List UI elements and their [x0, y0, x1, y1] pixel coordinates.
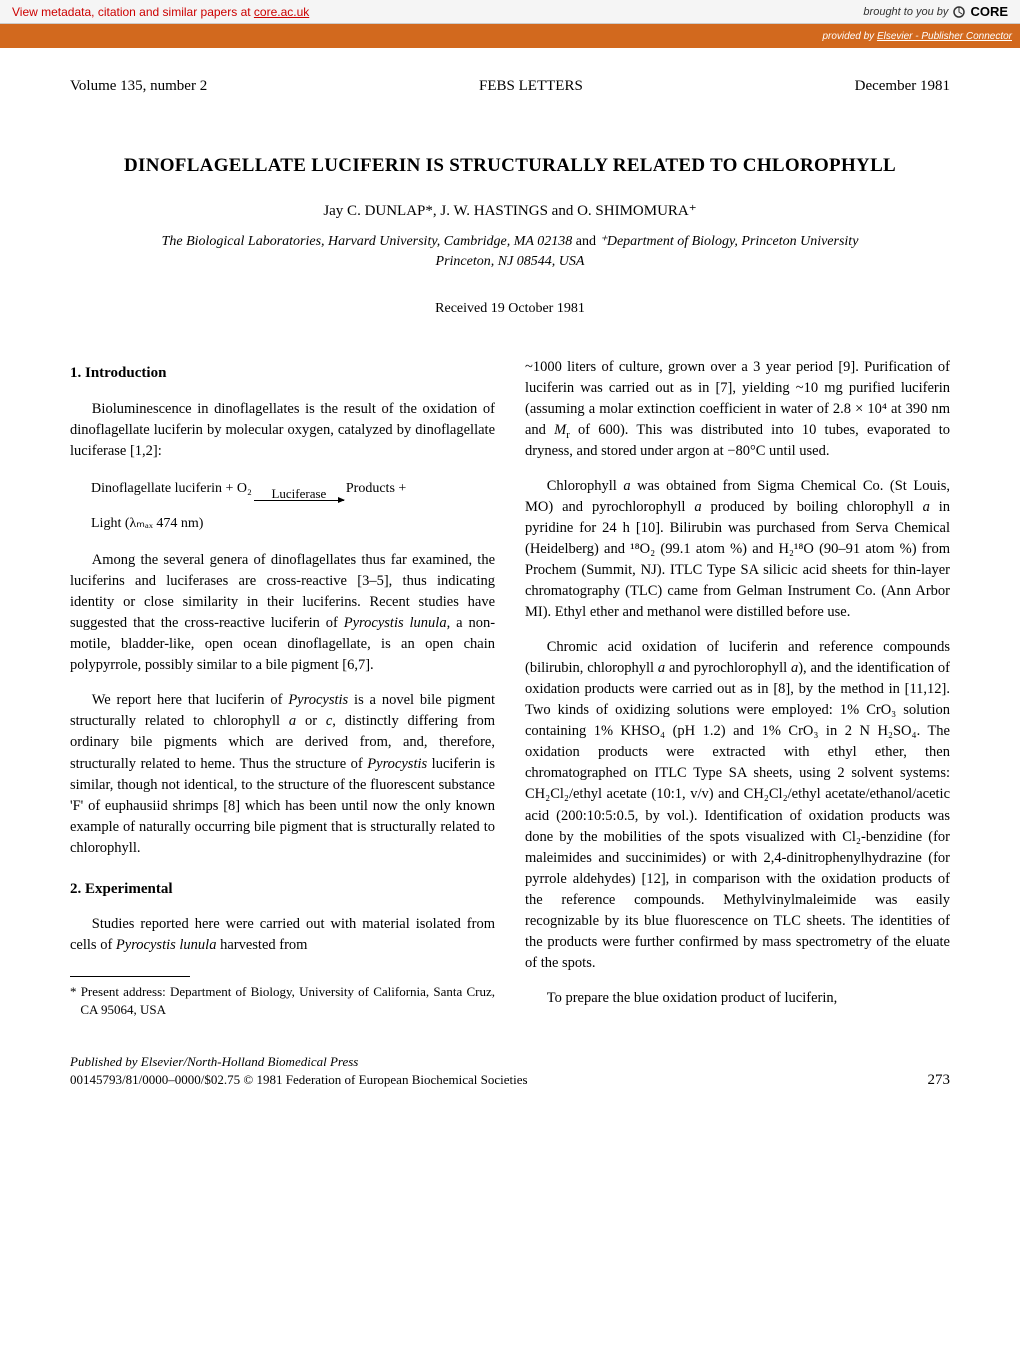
col2-p4: To prepare the blue oxidation product of…	[525, 988, 950, 1009]
core-link[interactable]: core.ac.uk	[254, 5, 309, 19]
col2-p2: Chlorophyll a was obtained from Sigma Ch…	[525, 476, 950, 623]
intro-p3: We report here that luciferin of Pyrocys…	[70, 690, 495, 858]
page-content: Volume 135, number 2 FEBS LETTERS Decemb…	[0, 48, 1020, 1129]
core-left-prefix: View metadata, citation and similar pape…	[12, 5, 254, 19]
paper-title: DINOFLAGELLATE LUCIFERIN IS STRUCTURALLY…	[70, 155, 950, 177]
core-banner-right: brought to you by CORE	[863, 4, 1008, 19]
equation-line-2: Light (λₘₐₓ 474 nm)	[91, 511, 495, 536]
body-columns: 1. Introduction Bioluminescence in dinof…	[70, 357, 950, 1022]
affiliations: The Biological Laboratories, Harvard Uni…	[70, 232, 950, 271]
col2-p3: Chromic acid oxidation of luciferin and …	[525, 637, 950, 973]
header-row: Volume 135, number 2 FEBS LETTERS Decemb…	[70, 78, 950, 95]
reaction-equation: Dinoflagellate luciferin + O₂ Luciferase…	[91, 476, 495, 536]
footer-left: Published by Elsevier/North-Holland Biom…	[70, 1053, 528, 1089]
authors: Jay C. DUNLAP*, J. W. HASTINGS and O. SH…	[70, 201, 950, 220]
volume-info: Volume 135, number 2	[70, 78, 207, 95]
page-footer: Published by Elsevier/North-Holland Biom…	[70, 1053, 950, 1089]
intro-p2: Among the several genera of dinoflagella…	[70, 550, 495, 676]
section-1-heading: 1. Introduction	[70, 363, 495, 385]
received-date: Received 19 October 1981	[70, 301, 950, 317]
experimental-p1: Studies reported here were carried out w…	[70, 914, 495, 956]
section-2-heading: 2. Experimental	[70, 879, 495, 901]
eq-arrow: Luciferase	[254, 487, 344, 501]
left-column: 1. Introduction Bioluminescence in dinof…	[70, 357, 495, 1022]
core-logo-icon	[952, 5, 966, 19]
orange-bar: provided by Elsevier - Publisher Connect…	[0, 24, 1020, 48]
core-banner-left: View metadata, citation and similar pape…	[12, 5, 309, 19]
provider-link[interactable]: Elsevier - Publisher Connector	[877, 31, 1012, 42]
intro-p1: Bioluminescence in dinoflagellates is th…	[70, 399, 495, 462]
core-banner: View metadata, citation and similar pape…	[0, 0, 1020, 24]
eq-right: Products +	[346, 476, 406, 501]
brought-by-text: brought to you by	[863, 6, 948, 18]
footnote: * Present address: Department of Biology…	[70, 983, 495, 1018]
footnote-separator	[70, 976, 190, 977]
provided-prefix: provided by	[822, 31, 876, 42]
right-column: ~1000 liters of culture, grown over a 3 …	[525, 357, 950, 1022]
issue-date: December 1981	[855, 78, 950, 95]
eq-label: Luciferase	[271, 487, 326, 500]
eq-left: Dinoflagellate luciferin + O₂	[91, 476, 252, 501]
journal-name: FEBS LETTERS	[479, 78, 583, 95]
core-logo-text[interactable]: CORE	[970, 4, 1008, 19]
arrow-line-icon	[254, 500, 344, 501]
publisher-line: Published by Elsevier/North-Holland Biom…	[70, 1053, 528, 1071]
page-number: 273	[928, 1072, 951, 1089]
col2-p1: ~1000 liters of culture, grown over a 3 …	[525, 357, 950, 462]
copyright-line: 00145793/81/0000–0000/$02.75 © 1981 Fede…	[70, 1071, 528, 1089]
provided-by-text: provided by Elsevier - Publisher Connect…	[822, 31, 1012, 42]
equation-line-1: Dinoflagellate luciferin + O₂ Luciferase…	[91, 476, 495, 501]
